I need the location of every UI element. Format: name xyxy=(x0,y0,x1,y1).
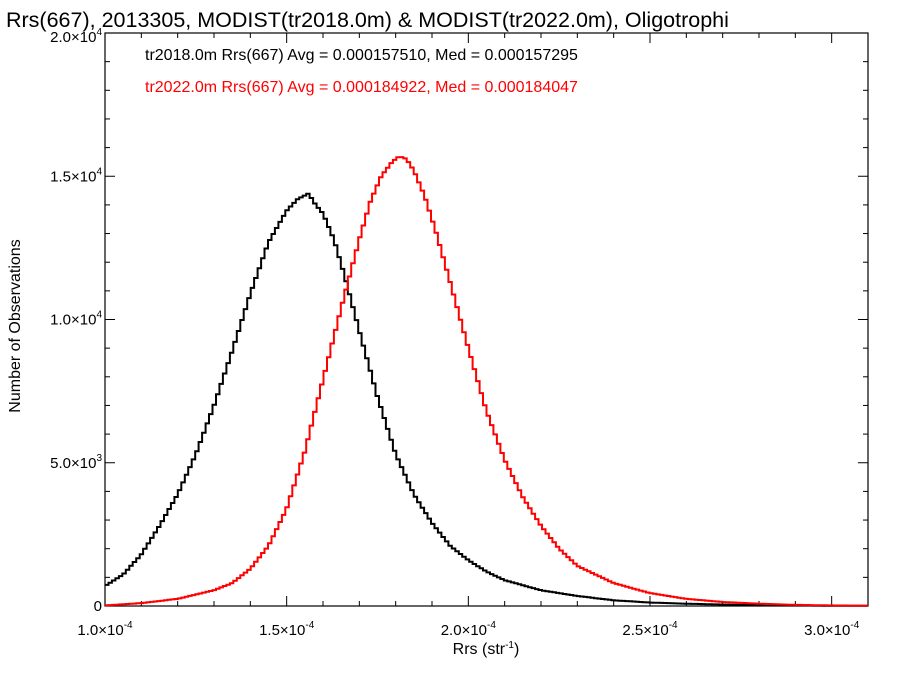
x-tick-label: 1.0×10-4 xyxy=(77,620,133,639)
series-annotation-tr2018: tr2018.0m Rrs(667) Avg = 0.000157510, Me… xyxy=(145,47,578,64)
y-tick-label: 1.5×104 xyxy=(50,166,102,185)
y-tick-label: 1.0×104 xyxy=(50,310,102,329)
chart-title: Rrs(667), 2013305, MODIST(tr2018.0m) & M… xyxy=(6,8,729,32)
x-tick-label: 1.5×10-4 xyxy=(259,620,315,639)
x-tick-label: 2.0×10-4 xyxy=(441,620,497,639)
x-axis-label: Rrs (str-1) xyxy=(453,640,520,658)
series-line-tr2022.0m xyxy=(105,156,868,607)
series-annotation-tr2022: tr2022.0m Rrs(667) Avg = 0.000184922, Me… xyxy=(145,79,578,96)
x-axis-label-close: ) xyxy=(514,641,519,658)
y-tick-label: 0 xyxy=(94,598,102,615)
series-layer xyxy=(105,156,868,607)
x-axis-label-main: Rrs (str xyxy=(453,641,506,658)
y-tick-label: 2.0×104 xyxy=(50,27,102,46)
x-axis-ticks: 1.0×10-4 1.5×10-4 2.0×10-4 2.5×10-4 3.0×10-4 xyxy=(77,33,869,639)
series-line-tr2018.0m xyxy=(105,192,868,607)
y-axis-ticks: 0 5.0×103 1.0×104 1.5×104 2.0×104 xyxy=(50,27,868,615)
y-axis-label: Number of Observations xyxy=(7,239,24,412)
x-tick-label: 2.5×10-4 xyxy=(622,620,678,639)
x-axis-label-superscript: -1 xyxy=(505,640,514,651)
y-tick-label: 5.0×103 xyxy=(50,453,102,472)
x-tick-label: 3.0×10-4 xyxy=(804,620,860,639)
plot-frame xyxy=(104,32,869,607)
